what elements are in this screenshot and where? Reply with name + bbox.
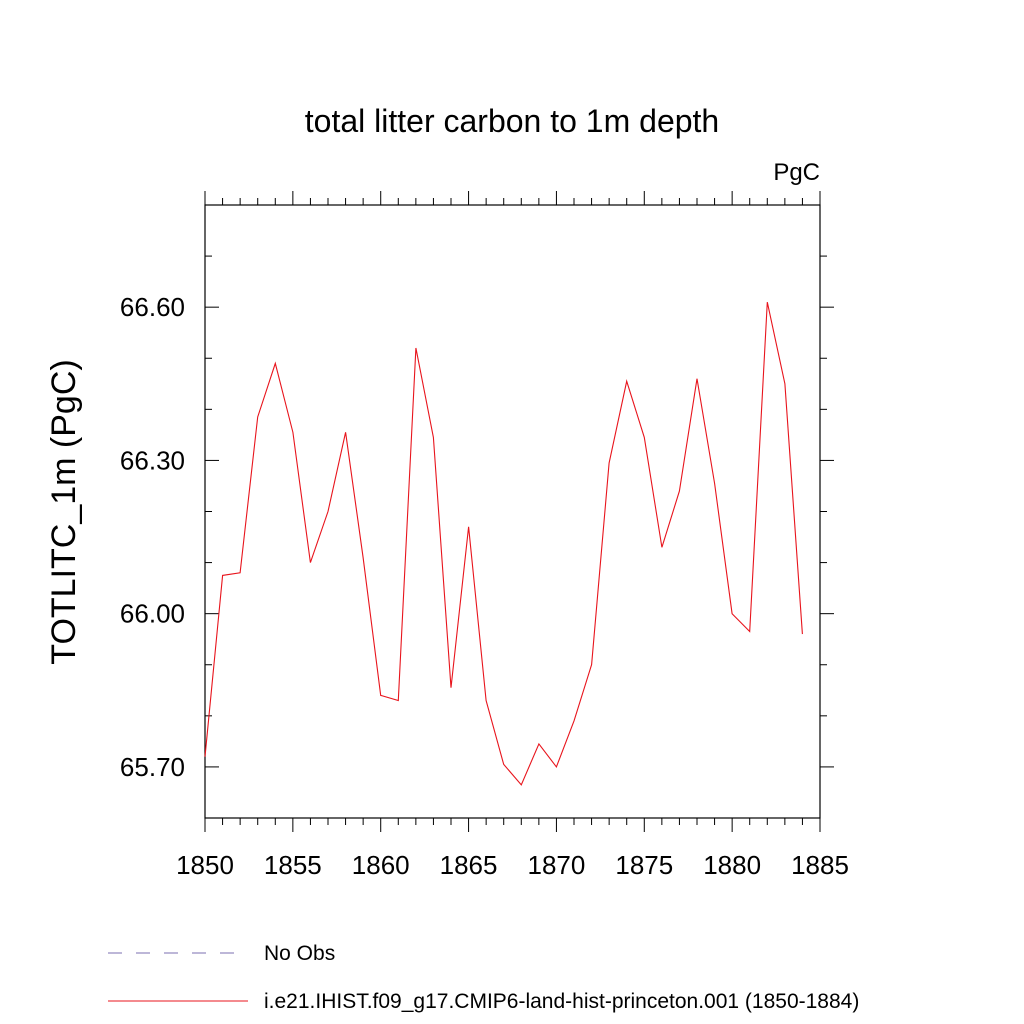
x-tick-label: 1875 [615,850,673,880]
plot-frame [204,204,821,819]
y-tick-label: 66.00 [120,599,185,629]
series-lines [204,301,803,786]
x-tick-label: 1885 [791,850,849,880]
x-tick-label: 1880 [703,850,761,880]
x-tick-label: 1855 [264,850,322,880]
axis-ticks [204,191,834,832]
y-tick-label: 66.60 [120,292,185,322]
y-axis-label: TOTLITC_1m (PgC) [45,359,83,664]
y-tick-label: 66.30 [120,445,185,475]
legend-label-no-obs: No Obs [264,942,335,965]
x-tick-label: 1860 [352,850,410,880]
x-tick-label: 1865 [440,850,498,880]
legend: No Obs i.e21.IHIST.f09_g17.CMIP6-land-hi… [108,942,859,1013]
x-tick-label: 1870 [528,850,586,880]
y-tick-label: 65.70 [120,752,185,782]
tick-labels: 1850 1855 1860 1865 1870 1875 1880 1885 65.70 66.… [120,292,849,880]
legend-label-model: i.e21.IHIST.f09_g17.CMIP6-land-hist-prin… [264,990,859,1013]
series-line-0 [204,301,803,786]
x-tick-label: 1850 [176,850,234,880]
chart-title: total litter carbon to 1m depth [305,103,719,139]
units-label: PgC [773,159,820,186]
